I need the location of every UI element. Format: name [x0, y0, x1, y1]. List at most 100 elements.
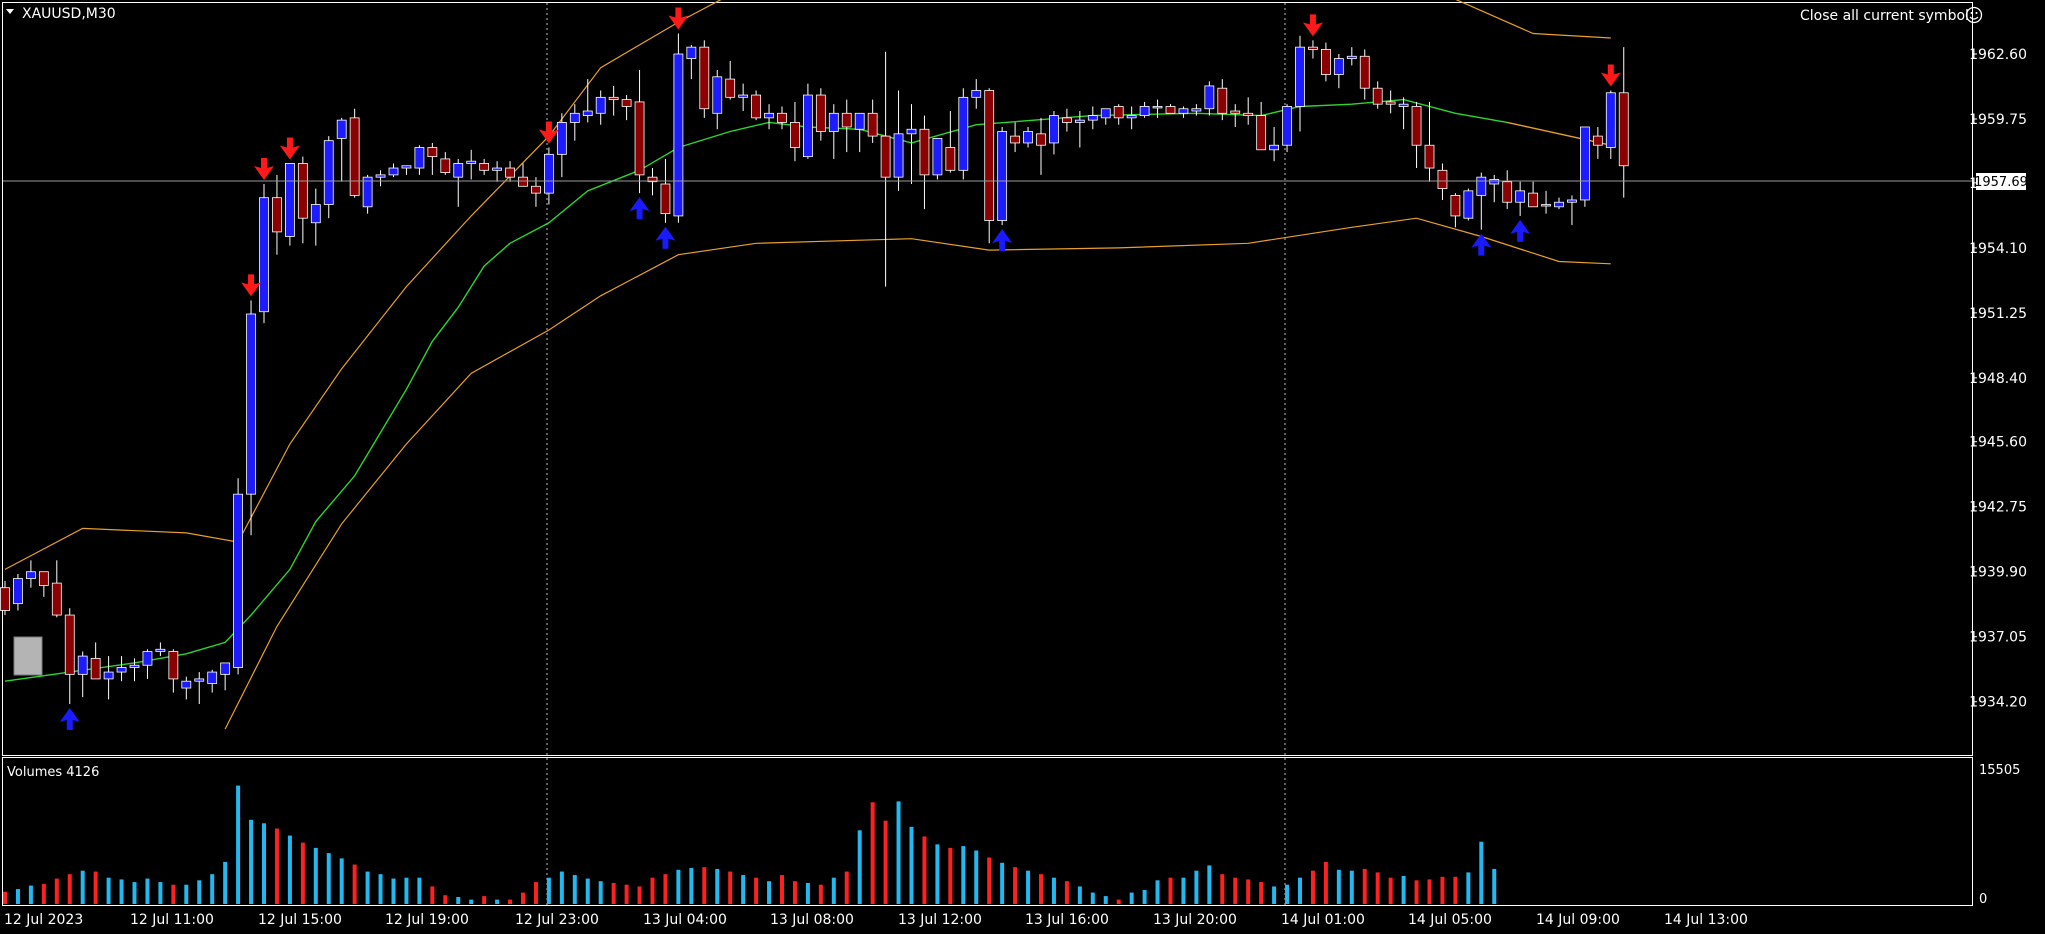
- volume-bar: [28, 885, 33, 904]
- candle: [854, 112, 865, 153]
- candle: [984, 88, 995, 244]
- candle-body: [233, 493, 244, 668]
- candle: [220, 662, 231, 691]
- time-tick-label: 14 Jul 05:00: [1408, 912, 1492, 928]
- sell-arrow-icon: [1302, 14, 1323, 37]
- price-tick-label: 1954.10: [1969, 241, 2027, 257]
- sell-arrow-icon: [254, 158, 274, 180]
- candle-body: [1282, 106, 1292, 146]
- candle-body: [414, 147, 425, 169]
- candle-body: [362, 176, 373, 208]
- volume-bar: [961, 846, 966, 904]
- candle: [1489, 174, 1500, 203]
- candle-body: [1398, 103, 1409, 107]
- volume-bar: [1090, 892, 1095, 904]
- candle-body: [103, 671, 114, 680]
- trend-line: [4, 98, 1508, 682]
- candle: [64, 608, 75, 704]
- sell-arrow-icon: [279, 137, 300, 160]
- sell-arrow-icon: [538, 121, 559, 144]
- symbol-title[interactable]: XAUUSD,M30: [22, 6, 116, 22]
- candle-body: [246, 313, 256, 495]
- time-tick-label: 14 Jul 09:00: [1536, 912, 1620, 928]
- price-tick-label: 1945.60: [1969, 435, 2027, 451]
- candle: [595, 90, 606, 125]
- candle-body: [220, 662, 231, 675]
- volume-bar: [1013, 867, 1018, 904]
- time-tick-label: 12 Jul 23:00: [515, 912, 599, 928]
- candle: [1437, 163, 1448, 200]
- candle: [764, 104, 774, 130]
- volume-bar: [1051, 877, 1056, 904]
- buy-arrow-icon: [59, 708, 80, 730]
- candle: [155, 642, 166, 657]
- volume-bar: [158, 882, 163, 904]
- main-pane-frame: [2, 2, 1973, 756]
- symbol-dropdown-icon[interactable]: [6, 9, 14, 14]
- candle: [1139, 101, 1150, 118]
- volume-bar: [1298, 877, 1302, 904]
- volume-bar: [1103, 896, 1108, 904]
- volume-bar: [1427, 879, 1432, 904]
- volume-bar: [1077, 886, 1082, 904]
- candle: [1100, 108, 1111, 125]
- smiley-icon[interactable]: [1965, 6, 1983, 24]
- candle-body: [531, 185, 541, 194]
- volume-bar: [1181, 877, 1186, 904]
- candle-body: [349, 117, 360, 196]
- candle: [1178, 106, 1189, 118]
- candle-body: [259, 197, 269, 313]
- candle-body: [1476, 176, 1487, 196]
- volume-bar: [1026, 870, 1031, 904]
- candle: [1087, 106, 1098, 130]
- candles: [0, 33, 1629, 704]
- volume-bar: [792, 881, 797, 904]
- candle: [207, 669, 218, 693]
- price-tick-label: 1934.20: [1969, 695, 2027, 711]
- candle-body: [1424, 144, 1435, 169]
- volume-bar: [119, 879, 124, 904]
- volume-bar: [831, 877, 836, 904]
- candle-body: [1618, 92, 1629, 167]
- candle: [893, 90, 904, 191]
- candle: [1463, 188, 1474, 221]
- volume-bar: [1466, 872, 1471, 904]
- candle-body: [1592, 135, 1603, 146]
- candle-body: [595, 96, 606, 114]
- selection-box[interactable]: [13, 636, 43, 676]
- candle: [699, 40, 710, 118]
- volume-pane-frame: [2, 757, 1973, 906]
- volume-bar: [80, 870, 85, 904]
- candle: [1243, 97, 1254, 125]
- volume-bar: [702, 867, 707, 904]
- volume-bar: [197, 880, 202, 904]
- volume-bar: [236, 785, 241, 904]
- candle: [181, 676, 192, 700]
- volume-bar: [521, 892, 525, 904]
- candle: [777, 106, 787, 130]
- candle-body: [880, 135, 891, 178]
- candle-body: [1489, 179, 1500, 185]
- candle-body: [699, 46, 710, 110]
- volume-bar: [546, 877, 551, 904]
- candle-body: [738, 94, 749, 98]
- candle: [647, 168, 658, 196]
- candle-body: [13, 578, 23, 605]
- candle: [492, 161, 503, 182]
- close-all-button[interactable]: Close all current symbol: [1800, 8, 1969, 24]
- volume-bar: [1207, 865, 1212, 904]
- candle-body: [1502, 181, 1513, 203]
- candle-body: [272, 197, 282, 233]
- candle-body: [129, 664, 140, 668]
- candle-body: [1230, 110, 1241, 114]
- candle: [815, 88, 826, 141]
- candle-body: [1204, 85, 1215, 110]
- volume-bar: [495, 899, 500, 904]
- volume-bar: [274, 828, 279, 904]
- candle-body: [207, 671, 218, 684]
- candle: [77, 651, 88, 698]
- candle-body: [673, 53, 684, 217]
- candle: [828, 104, 839, 159]
